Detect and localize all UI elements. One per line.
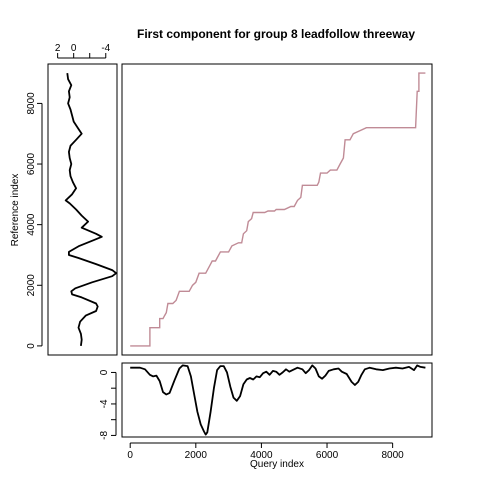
- reference-y-tick-label: 4000: [26, 213, 37, 236]
- query-panel: 0 -4 -8 0 2000 4000 6000 8000 Query index: [99, 362, 433, 470]
- reference-axis-label: Reference index: [10, 174, 21, 247]
- query-x-tick-label: 8000: [382, 450, 405, 461]
- reference-y-tick-label: 0: [26, 343, 37, 349]
- reference-y-tick-label: 8000: [26, 92, 37, 115]
- reference-plot-frame: [47, 63, 118, 356]
- query-x-tick-label: 4000: [250, 450, 273, 461]
- reference-y-tick-label: 6000: [26, 152, 37, 175]
- query-plot-frame: [121, 362, 433, 438]
- reference-x-tick-label: 2: [55, 43, 61, 54]
- reference-series-line: [64, 72, 118, 347]
- query-bottom-axis: 0 2000 4000 6000 8000: [127, 442, 405, 461]
- query-x-tick-label: 0: [127, 450, 133, 461]
- reference-y-tick-label: 2000: [26, 274, 37, 297]
- query-y-tick-label: -4: [99, 399, 110, 408]
- warping-path-line: [130, 72, 426, 347]
- query-axis: 0 -4 -8: [99, 369, 117, 440]
- warping-plot-frame: [121, 63, 433, 356]
- chart-title: First component for group 8 leadfollow t…: [137, 27, 415, 41]
- query-series-line: [130, 364, 426, 436]
- reference-axis: 0 2000 4000 6000 8000: [26, 92, 43, 349]
- reference-x-tick-label: 0: [71, 43, 77, 54]
- reference-x-tick-label: -4: [101, 43, 110, 54]
- query-y-tick-label: -8: [99, 431, 110, 440]
- query-axis-label: Query index: [250, 459, 304, 470]
- query-x-tick-label: 6000: [316, 450, 339, 461]
- warping-path-panel: [121, 63, 433, 356]
- reference-top-axis: 2 0 -4: [55, 43, 111, 59]
- query-x-tick-label: 2000: [185, 450, 208, 461]
- query-y-tick-label: 0: [99, 369, 110, 375]
